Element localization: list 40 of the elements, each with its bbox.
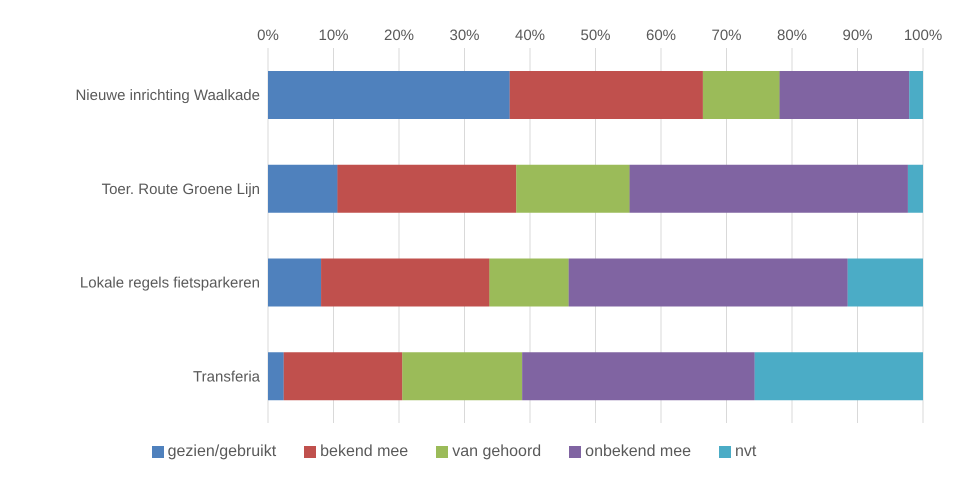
x-tick-label: 10%: [318, 27, 349, 44]
y-tick-label: Nieuwe inrichting Waalkade: [75, 87, 260, 104]
legend-label: bekend mee: [320, 443, 408, 460]
bar: [268, 352, 284, 400]
legend-label: van gehoord: [452, 443, 542, 460]
y-tick-label: Transferia: [193, 368, 261, 386]
y-tick-label: Toer. Route Groene Lijn: [102, 180, 260, 198]
y-tick-label: Lokale regels fietsparkeren: [80, 274, 260, 292]
x-tick-label: 70%: [711, 27, 742, 44]
bar: [630, 164, 908, 213]
bar: [489, 258, 569, 306]
bar: [337, 164, 516, 213]
bar: [754, 352, 923, 400]
legend-label: onbekend mee: [585, 443, 692, 460]
bar: [268, 164, 338, 213]
x-tick-label: 80%: [776, 27, 808, 44]
x-tick-label: 60%: [646, 27, 676, 44]
x-tick-label: 30%: [449, 27, 480, 44]
bar: [321, 258, 490, 306]
legend-label: nvt: [735, 443, 756, 460]
bar: [909, 71, 923, 119]
x-tick-label: 40%: [514, 27, 546, 44]
bar: [268, 71, 510, 119]
x-tick-label: 0%: [257, 27, 279, 44]
x-tick-label: 50%: [580, 27, 611, 44]
bar: [848, 258, 923, 306]
bar: [402, 352, 522, 400]
bar: [522, 352, 755, 400]
bar: [284, 352, 402, 400]
bar: [908, 164, 923, 213]
legend-label: gezien/gebruikt: [168, 443, 276, 460]
bar: [702, 71, 780, 119]
x-tick-label: 100%: [904, 27, 942, 44]
bar: [780, 71, 910, 119]
bar: [516, 164, 630, 213]
bar: [268, 258, 322, 306]
x-tick-label: 90%: [842, 27, 873, 44]
bar: [510, 71, 703, 119]
x-tick-label: 20%: [384, 27, 414, 44]
bar: [568, 258, 848, 306]
